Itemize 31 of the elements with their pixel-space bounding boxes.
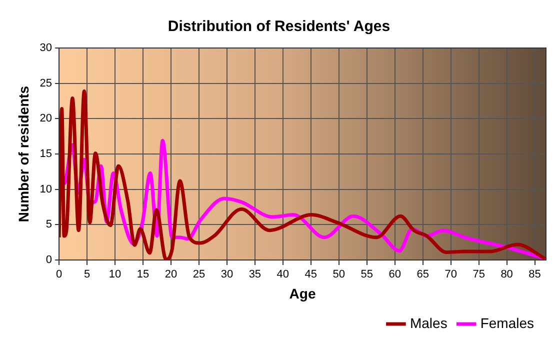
y-tick-label: 20 (40, 112, 52, 125)
x-tick-label: 85 (528, 268, 541, 281)
chart-title: Distribution of Residents' Ages (168, 18, 390, 36)
x-tick-label: 60 (388, 268, 401, 281)
x-tick-label: 55 (360, 268, 374, 281)
x-tick-label: 0 (56, 268, 62, 281)
x-tick-label: 40 (276, 268, 290, 281)
x-tick-label: 75 (472, 268, 485, 281)
x-tick-label: 50 (332, 268, 346, 281)
y-tick-label: 5 (46, 218, 52, 231)
x-tick-label: 35 (248, 268, 262, 281)
y-tick-label: 15 (40, 148, 52, 160)
y-tick-label: 25 (40, 77, 52, 90)
legend-label: Males (410, 314, 448, 331)
y-tick-label: 10 (40, 183, 52, 196)
x-tick-label: 10 (108, 268, 122, 281)
x-tick-label: 80 (500, 268, 513, 281)
line-series (59, 89, 546, 260)
legend-label: Females (480, 314, 534, 331)
x-tick-label: 30 (220, 268, 234, 281)
x-tick-label: 20 (164, 268, 178, 281)
x-axis-title: Age (289, 285, 316, 302)
x-tick-label: 45 (304, 268, 318, 281)
y-tick-label: 0 (46, 254, 52, 266)
x-tick-label: 15 (136, 268, 150, 281)
x-tick-label: 5 (84, 268, 90, 281)
y-axis-title: Number of residents (15, 86, 32, 222)
x-tick-label: 65 (416, 268, 429, 281)
x-tick-label: 70 (444, 268, 457, 281)
y-tick-label: 30 (40, 42, 52, 54)
x-tick-label: 25 (192, 268, 206, 281)
